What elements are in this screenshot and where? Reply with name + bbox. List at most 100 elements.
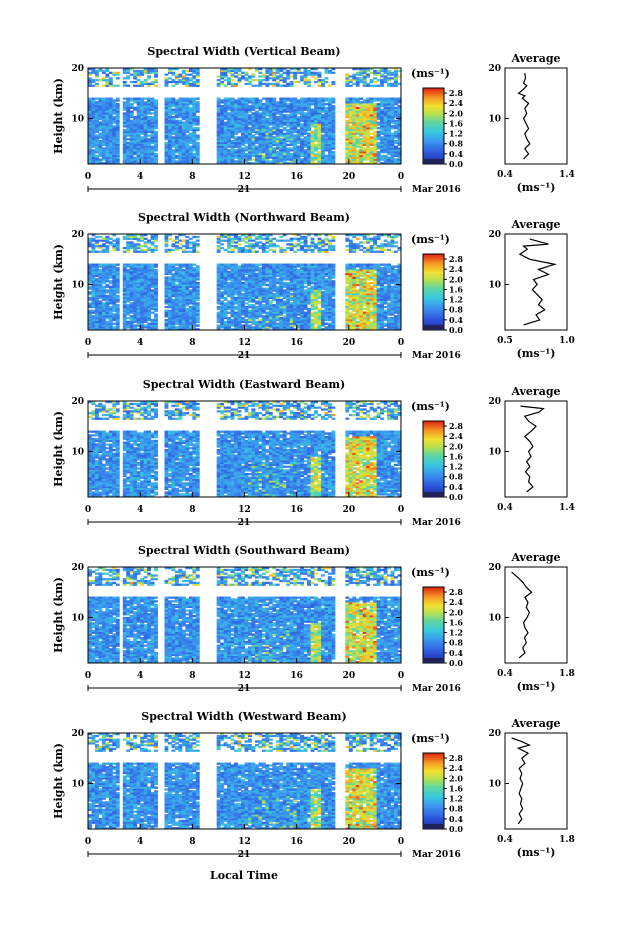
colorbar-bottom-swatch bbox=[423, 492, 444, 497]
day-label: 21 bbox=[238, 351, 251, 361]
x-tick-label: 4 bbox=[137, 671, 143, 681]
x-tick-label: 12 bbox=[238, 172, 251, 182]
x-tick-label: 0 bbox=[398, 671, 404, 681]
profile-frame bbox=[504, 67, 568, 165]
profile-x-tick-label: 0.5 bbox=[497, 336, 513, 346]
profile-y-tick-label: 20 bbox=[488, 397, 501, 407]
profile-frame bbox=[504, 233, 568, 331]
colorbar-tick-label: 1.6 bbox=[449, 284, 463, 294]
x-tick-label: 16 bbox=[290, 505, 303, 515]
x-tick-label: 0 bbox=[398, 172, 404, 182]
x-tick-label: 20 bbox=[343, 172, 356, 182]
panel-title: Spectral Width (Vertical Beam) bbox=[147, 45, 340, 58]
profile-x-tick-label: 1.4 bbox=[559, 170, 575, 180]
y-tick-label: 20 bbox=[71, 563, 84, 573]
heatmap bbox=[88, 234, 401, 330]
profile-y-tick-label: 10 bbox=[488, 115, 501, 125]
date-label: Mar 2016 bbox=[412, 351, 461, 361]
y-axis-label: Height (km) bbox=[52, 78, 65, 154]
x-tick-label: 0 bbox=[85, 338, 91, 348]
average-title: Average bbox=[510, 385, 560, 398]
panel-3: Spectral Width (Eastward Beam) Height (km… bbox=[52, 378, 575, 528]
colorbar-tick-label: 0.8 bbox=[449, 139, 463, 149]
colorbar-unit: (ms⁻¹) bbox=[411, 566, 450, 579]
colorbar-tick-label: 1.2 bbox=[449, 628, 463, 638]
x-tick-label: 4 bbox=[137, 837, 143, 847]
x-tick-label: 4 bbox=[137, 172, 143, 182]
x-tick-label: 20 bbox=[343, 338, 356, 348]
panel-title: Spectral Width (Westward Beam) bbox=[141, 710, 346, 723]
colorbar-unit: (ms⁻¹) bbox=[411, 732, 450, 745]
colorbar bbox=[422, 253, 445, 331]
x-tick-label: 12 bbox=[238, 837, 251, 847]
day-label: 21 bbox=[238, 850, 251, 860]
profile-xlabel: (ms⁻¹) bbox=[517, 181, 556, 194]
profile-xlabel: (ms⁻¹) bbox=[517, 347, 556, 360]
x-tick-label: 0 bbox=[85, 837, 91, 847]
day-label: 21 bbox=[238, 185, 251, 195]
y-axis-label: Height (km) bbox=[52, 743, 65, 819]
colorbar-tick-label: 2.0 bbox=[449, 607, 463, 617]
x-tick-label: 8 bbox=[189, 671, 195, 681]
colorbar-tick-label: 0.4 bbox=[449, 814, 463, 824]
average-profile-line bbox=[517, 73, 531, 160]
colorbar-unit: (ms⁻¹) bbox=[411, 400, 450, 413]
panel-title: Spectral Width (Northward Beam) bbox=[138, 211, 350, 224]
colorbar-bottom-swatch bbox=[423, 325, 444, 330]
colorbar-tick-label: 2.0 bbox=[449, 773, 463, 783]
colorbar-bottom-swatch bbox=[423, 658, 444, 663]
colorbar-tick-label: 1.2 bbox=[449, 295, 463, 305]
colorbar-tick-label: 1.2 bbox=[449, 794, 463, 804]
colorbar-tick-label: 1.2 bbox=[449, 129, 463, 139]
x-tick-label: 4 bbox=[137, 338, 143, 348]
colorbar-tick-label: 2.4 bbox=[449, 98, 463, 108]
average-title: Average bbox=[510, 218, 560, 231]
x-tick-label: 12 bbox=[238, 671, 251, 681]
x-tick-label: 16 bbox=[290, 837, 303, 847]
y-tick-label: 20 bbox=[71, 230, 84, 240]
x-tick-label: 16 bbox=[290, 338, 303, 348]
profile-y-tick-label: 10 bbox=[488, 614, 501, 624]
x-tick-label: 0 bbox=[85, 505, 91, 515]
panel-5: Spectral Width (Westward Beam) Height (km… bbox=[52, 710, 575, 860]
colorbar bbox=[422, 752, 445, 830]
colorbar-tick-label: 0.8 bbox=[449, 472, 463, 482]
average-profile-line bbox=[511, 737, 532, 825]
colorbar-tick-label: 2.8 bbox=[449, 753, 463, 763]
x-tick-label: 0 bbox=[85, 172, 91, 182]
profile-x-tick-label: 1.8 bbox=[559, 835, 575, 845]
colorbar-tick-label: 2.4 bbox=[449, 763, 463, 773]
y-axis-label: Height (km) bbox=[52, 577, 65, 653]
x-tick-label: 4 bbox=[137, 505, 143, 515]
date-label: Mar 2016 bbox=[412, 684, 461, 694]
x-tick-label: 8 bbox=[189, 505, 195, 515]
profile-y-tick-label: 20 bbox=[488, 729, 501, 739]
colorbar-tick-label: 2.4 bbox=[449, 264, 463, 274]
colorbar-tick-label: 1.2 bbox=[449, 462, 463, 472]
date-label: Mar 2016 bbox=[412, 850, 461, 860]
heatmap bbox=[88, 68, 401, 164]
colorbar-tick-label: 2.0 bbox=[449, 108, 463, 118]
y-tick-label: 10 bbox=[71, 448, 84, 458]
colorbar-tick-label: 0.8 bbox=[449, 638, 463, 648]
y-tick-label: 10 bbox=[71, 780, 84, 790]
colorbar-tick-label: 2.0 bbox=[449, 274, 463, 284]
profile-x-tick-label: 0.4 bbox=[497, 170, 513, 180]
average-profile-line bbox=[520, 405, 545, 493]
profile-frame bbox=[504, 566, 568, 664]
panel-1: Spectral Width (Vertical Beam) Height (km… bbox=[52, 45, 575, 195]
x-tick-label: 8 bbox=[189, 837, 195, 847]
profile-frame bbox=[504, 732, 568, 830]
colorbar-unit: (ms⁻¹) bbox=[411, 67, 450, 80]
colorbar-tick-label: 2.8 bbox=[449, 88, 463, 98]
y-tick-label: 20 bbox=[71, 397, 84, 407]
y-tick-label: 10 bbox=[71, 281, 84, 291]
profile-x-tick-label: 1.0 bbox=[559, 336, 575, 346]
average-title: Average bbox=[510, 52, 560, 65]
colorbar-tick-label: 2.8 bbox=[449, 587, 463, 597]
y-tick-label: 20 bbox=[71, 729, 84, 739]
profile-x-tick-label: 0.4 bbox=[497, 835, 513, 845]
date-label: Mar 2016 bbox=[412, 185, 461, 195]
day-label: 21 bbox=[238, 684, 251, 694]
